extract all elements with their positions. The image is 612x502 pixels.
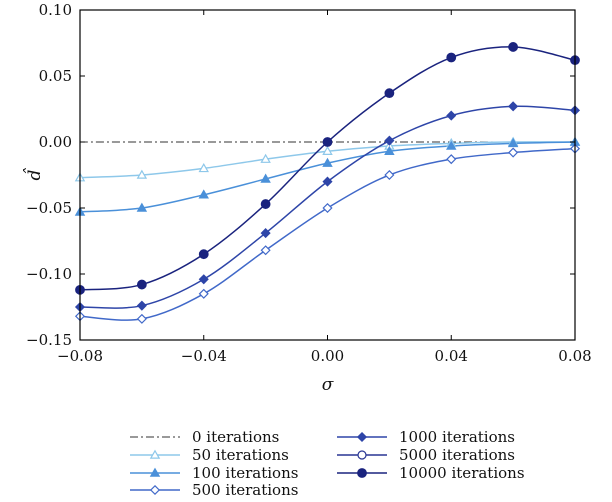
- legend-item-5000-iterations: 5000 iterations: [337, 446, 515, 464]
- plot-frame: [79, 9, 576, 341]
- legend-swatch-marker: [149, 467, 161, 477]
- x-axis-ticks: −0.08 −0.04 0.00 0.04 0.08: [57, 10, 592, 365]
- x-tick-label: −0.08: [57, 347, 103, 365]
- x-tick-label: 0.08: [558, 347, 591, 365]
- legend-item-100-iterations: 100 iterations: [130, 464, 298, 482]
- point-1000-iterations: [508, 101, 519, 112]
- point-10000-iterations: [136, 279, 147, 290]
- legend-label: 10000 iterations: [399, 464, 525, 482]
- x-tick-label: 0.04: [435, 347, 468, 365]
- point-1000-iterations: [260, 228, 271, 239]
- x-tick-label: −0.04: [181, 347, 227, 365]
- point-100-iterations: [136, 202, 148, 212]
- series-line-10000-iterations: [79, 46, 576, 291]
- legend-item-1000-iterations: 1000 iterations: [337, 428, 515, 446]
- point-50-iterations: [136, 169, 148, 179]
- point-100-iterations: [198, 189, 209, 199]
- point-500-iterations: [446, 154, 457, 165]
- point-10000-iterations: [198, 249, 209, 260]
- y-axis-ticks: 0.10 0.05 0.00 −0.05 −0.10 −0.15: [26, 1, 575, 349]
- point-50-iterations: [260, 153, 271, 163]
- point-10000-iterations: [384, 88, 395, 99]
- legend-label: 100 iterations: [192, 464, 298, 482]
- point-10000-iterations: [322, 137, 333, 147]
- y-tick-label: −0.05: [26, 199, 72, 217]
- legend-swatch-marker: [357, 468, 367, 478]
- point-100-iterations: [507, 137, 519, 148]
- y-tick-label: 0.00: [39, 133, 72, 151]
- legend-item-0-iterations: 0 iterations: [130, 428, 279, 446]
- point-50-iterations: [322, 145, 333, 155]
- legend-swatch-marker: [357, 450, 367, 460]
- point-1000-iterations: [446, 110, 457, 121]
- legend-label: 1000 iterations: [399, 428, 515, 446]
- point-500-iterations: [384, 169, 395, 181]
- point-500-iterations: [508, 147, 519, 158]
- point-100-iterations: [446, 140, 457, 150]
- point-1000-iterations: [384, 135, 395, 146]
- point-10000-iterations: [260, 199, 271, 209]
- point-500-iterations: [322, 202, 333, 214]
- legend-item-10000-iterations: 10000 iterations: [337, 464, 525, 482]
- legend-item-50-iterations: 50 iterations: [130, 446, 289, 464]
- point-500-iterations: [260, 245, 271, 256]
- y-tick-label: −0.10: [26, 265, 72, 283]
- point-10000-iterations: [508, 42, 519, 52]
- legend-label: 50 iterations: [192, 446, 289, 464]
- point-100-iterations: [322, 157, 333, 167]
- y-axis-label: d̂: [23, 168, 45, 181]
- point-50-iterations: [198, 162, 209, 173]
- y-tick-label: 0.10: [39, 1, 72, 19]
- legend-label: 5000 iterations: [399, 446, 515, 464]
- point-100-iterations: [260, 173, 271, 183]
- legend-swatch-marker: [356, 431, 368, 443]
- point-10000-iterations: [446, 52, 457, 63]
- y-tick-label: −0.15: [26, 331, 72, 349]
- point-1000-iterations: [198, 274, 209, 285]
- point-1000-iterations: [136, 300, 147, 311]
- legend-label: 0 iterations: [192, 428, 279, 446]
- legend-swatch-marker: [149, 484, 161, 496]
- legend-swatch-marker: [149, 449, 161, 459]
- x-tick-label: 0.00: [311, 347, 344, 365]
- legend-item-500-iterations: 500 iterations: [130, 481, 298, 499]
- point-500-iterations: [136, 313, 147, 324]
- y-tick-label: 0.05: [39, 67, 72, 85]
- point-1000-iterations: [322, 176, 333, 187]
- x-axis-label: σ: [322, 375, 334, 395]
- legend-label: 500 iterations: [192, 481, 298, 499]
- point-500-iterations: [198, 288, 209, 299]
- point-100-iterations: [384, 145, 395, 155]
